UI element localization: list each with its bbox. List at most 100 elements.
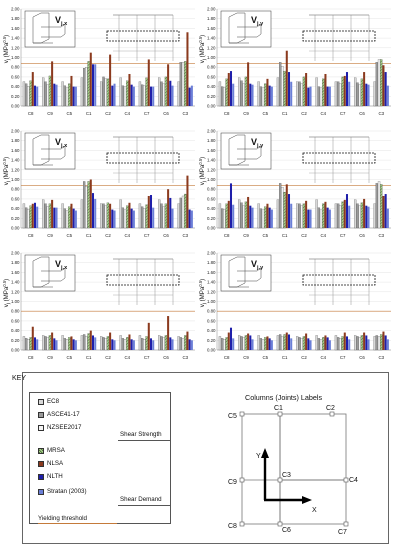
legend-label: NLSA (47, 460, 64, 467)
x-tick-label: C8 (224, 111, 230, 116)
bar-nlsa (363, 332, 366, 350)
x-tick-label: C1 (86, 355, 92, 360)
y-label-main: v (199, 303, 206, 307)
bar-nzsee2017 (339, 338, 342, 351)
bar-nlsa (70, 203, 73, 228)
x-tick-label: C9 (243, 111, 249, 116)
y-tick-label: 1.80 (207, 260, 216, 265)
bar-stratan-2003- (348, 81, 351, 106)
y-label-main: v (3, 181, 10, 185)
y-tick-label: 0.40 (207, 328, 216, 333)
key-outer-frame (22, 372, 389, 544)
bar-asce41-17 (259, 86, 262, 107)
bar-stratan-2003- (290, 81, 293, 106)
bar-ec8 (334, 81, 338, 107)
y-tick-label: 0.00 (207, 348, 216, 353)
bar-nlth (111, 209, 114, 228)
legend-item-nlth: NLTH (38, 473, 63, 480)
bar-ec8 (276, 77, 280, 107)
bar-nlsa (247, 62, 250, 106)
bar-nlth (72, 339, 75, 350)
bar-asce41-17 (121, 85, 124, 107)
plan-col-c1 (277, 411, 283, 417)
bar-nzsee2017 (300, 338, 303, 351)
joint-sketch: Vj,x (24, 10, 76, 48)
bar-asce41-17 (44, 81, 47, 107)
bar-nzsee2017 (281, 187, 284, 229)
axis-x-label: X (312, 507, 317, 514)
bar-nlsa (147, 195, 150, 228)
plan-label-c9: C9 (228, 479, 237, 486)
legend-label: ASCE41-17 (47, 411, 80, 418)
y-label-exp: 0.5 (3, 158, 7, 164)
bar-nlth (268, 85, 271, 106)
joint-force-sub: j,x (60, 21, 68, 27)
joint-force-main: V (55, 15, 61, 25)
bar-asce41-17 (298, 203, 301, 229)
bar-nlsa (266, 78, 269, 106)
bar-nlth (287, 334, 291, 350)
legend-label: NZSEE2017 (47, 424, 82, 431)
bar-nlsa (89, 52, 92, 106)
bar-nzsee2017 (27, 339, 30, 351)
bar-nlth (268, 338, 271, 350)
x-tick-label: C9 (47, 355, 53, 360)
bar-nzsee2017 (377, 181, 381, 229)
bar-nlth (91, 64, 95, 106)
bar-asce41-17 (298, 81, 301, 107)
bar-mrsa (225, 203, 228, 229)
bar-ec8 (80, 199, 84, 229)
sketch-frame (220, 132, 272, 170)
joint-force-label: Vj,y (251, 259, 264, 271)
bar-nlth (130, 339, 133, 350)
y-tick-label: 0.40 (11, 206, 20, 211)
bar-nlsa (89, 330, 92, 350)
bar-stratan-2003- (290, 338, 293, 350)
bar-mrsa (164, 76, 168, 107)
x-tick-label: C9 (243, 355, 249, 360)
bar-nlsa (363, 198, 366, 228)
y-tick-label: 1.40 (207, 280, 216, 285)
bar-nzsee2017 (223, 339, 226, 351)
bar-ec8 (80, 77, 84, 107)
bar-ec8 (354, 335, 357, 351)
bar-nlsa (51, 61, 54, 106)
x-tick-label: C1 (282, 233, 288, 238)
bar-asce41-17 (240, 80, 243, 107)
y-arrow-head (261, 448, 269, 458)
bar-asce41-17 (356, 203, 359, 229)
plan-slab-left (241, 413, 281, 525)
x-tick-label: C2 (105, 111, 111, 116)
bar-ec8 (296, 81, 299, 107)
bar-nlsa (167, 316, 170, 350)
bar-stratan-2003- (113, 340, 116, 350)
plan-label-c8: C8 (228, 523, 237, 530)
bar-nlsa (227, 73, 230, 106)
bar-nzsee2017 (143, 339, 146, 351)
x-tick-label: C4 (125, 355, 131, 360)
bar-asce41-17 (221, 86, 224, 107)
y-tick-label: 1.80 (11, 260, 20, 265)
x-tick-label: C3 (183, 355, 189, 360)
bar-mrsa (184, 61, 187, 107)
bar-nlth (307, 87, 310, 106)
x-tick-label: C5 (67, 111, 73, 116)
bar-asce41-17 (83, 181, 86, 229)
joint-force-label: Vj,x (55, 259, 68, 271)
chart-svg: 0.00 0.20 0.40 0.60 0.80 1.00 1.20 1.40 1.60 1.80… (199, 7, 391, 116)
bar-nlth (249, 83, 252, 106)
chart-svg: 0.00 0.20 0.40 0.60 0.80 1.00 1.20 1.40 1.60 1.80… (3, 251, 195, 360)
bar-stratan-2003- (55, 207, 58, 228)
joint-force-label: Vj,y (251, 15, 264, 27)
bar-stratan-2003- (232, 83, 235, 106)
bar-mrsa (106, 336, 110, 351)
bar-mrsa (380, 59, 383, 107)
bar-ec8 (276, 199, 280, 229)
y-label-unit: (MPa (3, 286, 10, 303)
bar-mrsa (244, 335, 248, 351)
bar-stratan-2003- (367, 84, 370, 106)
bar-nlth (326, 207, 329, 228)
bar-nlth (72, 208, 75, 228)
bar-mrsa (68, 337, 71, 351)
y-label-close: ) (3, 35, 10, 37)
